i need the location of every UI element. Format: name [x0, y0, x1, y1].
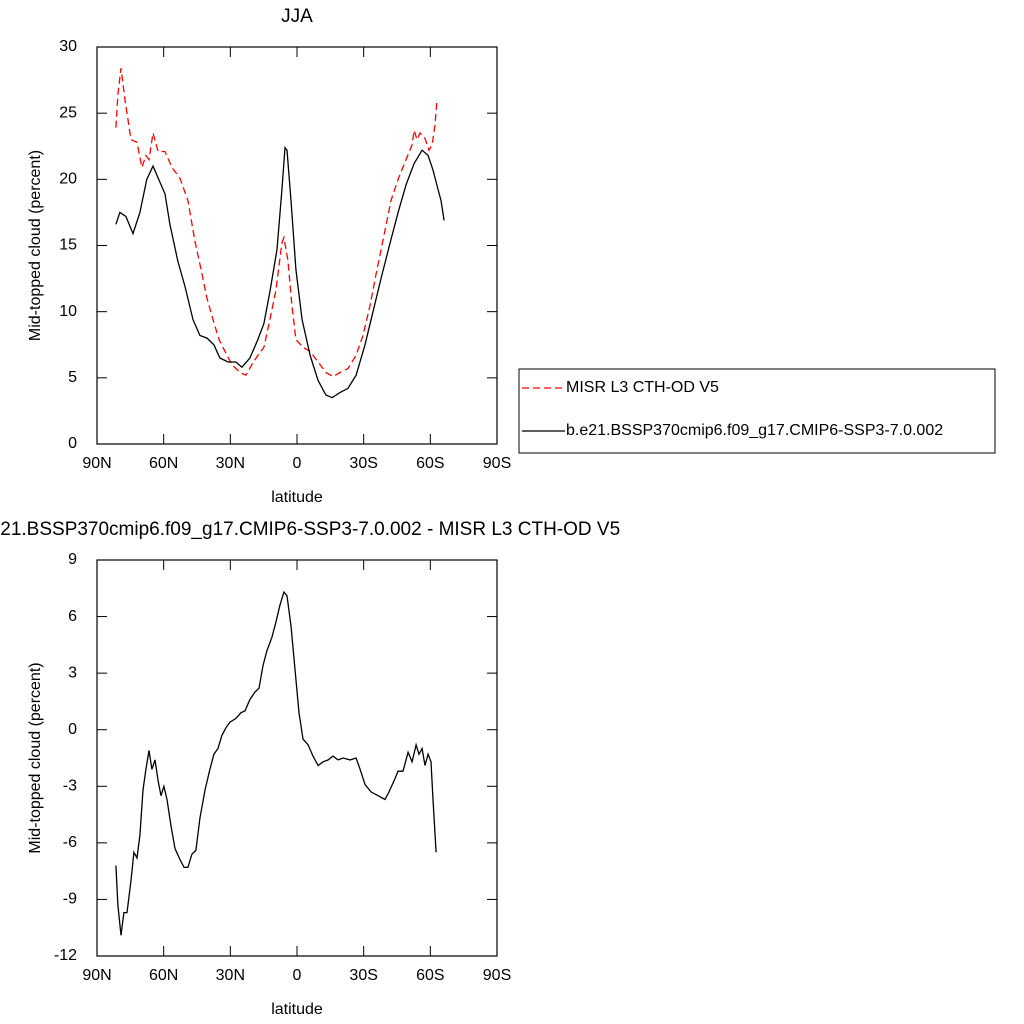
x-tick-label: 30S [349, 455, 377, 472]
y-tick-label: 9 [68, 551, 77, 568]
y-tick-label: -12 [54, 947, 77, 964]
y-tick-label: 30 [59, 38, 77, 55]
y-tick-label: -9 [63, 891, 77, 908]
x-tick-label: 90N [82, 455, 111, 472]
y-tick-label: 3 [68, 664, 77, 681]
y-tick-label: 0 [68, 721, 77, 738]
data-line [115, 145, 445, 399]
y-axis-label: Mid-topped cloud (percent) [27, 150, 44, 341]
x-tick-label: 30N [216, 455, 245, 472]
y-tick-label: -6 [63, 834, 77, 851]
x-axis-label: latitude [271, 489, 323, 506]
chart-title: JJA [281, 6, 313, 27]
y-tick-label: 15 [59, 237, 77, 254]
x-tick-label: 0 [293, 967, 302, 984]
y-tick-label: 20 [59, 171, 77, 188]
y-tick-label: 6 [68, 608, 77, 625]
data-line [115, 590, 437, 936]
y-axis-label: Mid-topped cloud (percent) [27, 662, 44, 853]
x-tick-label: 0 [293, 455, 302, 472]
plot-frame [96, 559, 498, 957]
x-tick-label: 60N [149, 455, 178, 472]
legend-label: b.e21.BSSP370cmip6.f09_g17.CMIP6-SSP3-7.… [566, 422, 943, 439]
x-tick-label: 30N [216, 967, 245, 984]
y-tick-label: -3 [63, 778, 77, 795]
y-tick-label: 10 [59, 303, 77, 320]
x-tick-label: 90N [82, 967, 111, 984]
legend-box [518, 368, 996, 454]
chart-title: b.e21.BSSP370cmip6.f09_g17.CMIP6-SSP3-7.… [0, 519, 620, 540]
x-tick-label: 30S [349, 967, 377, 984]
x-tick-label: 60S [416, 967, 444, 984]
x-tick-label: 90S [483, 967, 511, 984]
x-axis-label: latitude [271, 1001, 323, 1018]
x-tick-label: 90S [483, 455, 511, 472]
y-tick-label: 0 [68, 435, 77, 452]
x-tick-label: 60S [416, 455, 444, 472]
data-line [115, 68, 438, 378]
y-tick-label: 25 [59, 104, 77, 121]
x-tick-label: 60N [149, 967, 178, 984]
y-tick-label: 5 [68, 369, 77, 386]
legend-label: MISR L3 CTH-OD V5 [566, 379, 719, 396]
